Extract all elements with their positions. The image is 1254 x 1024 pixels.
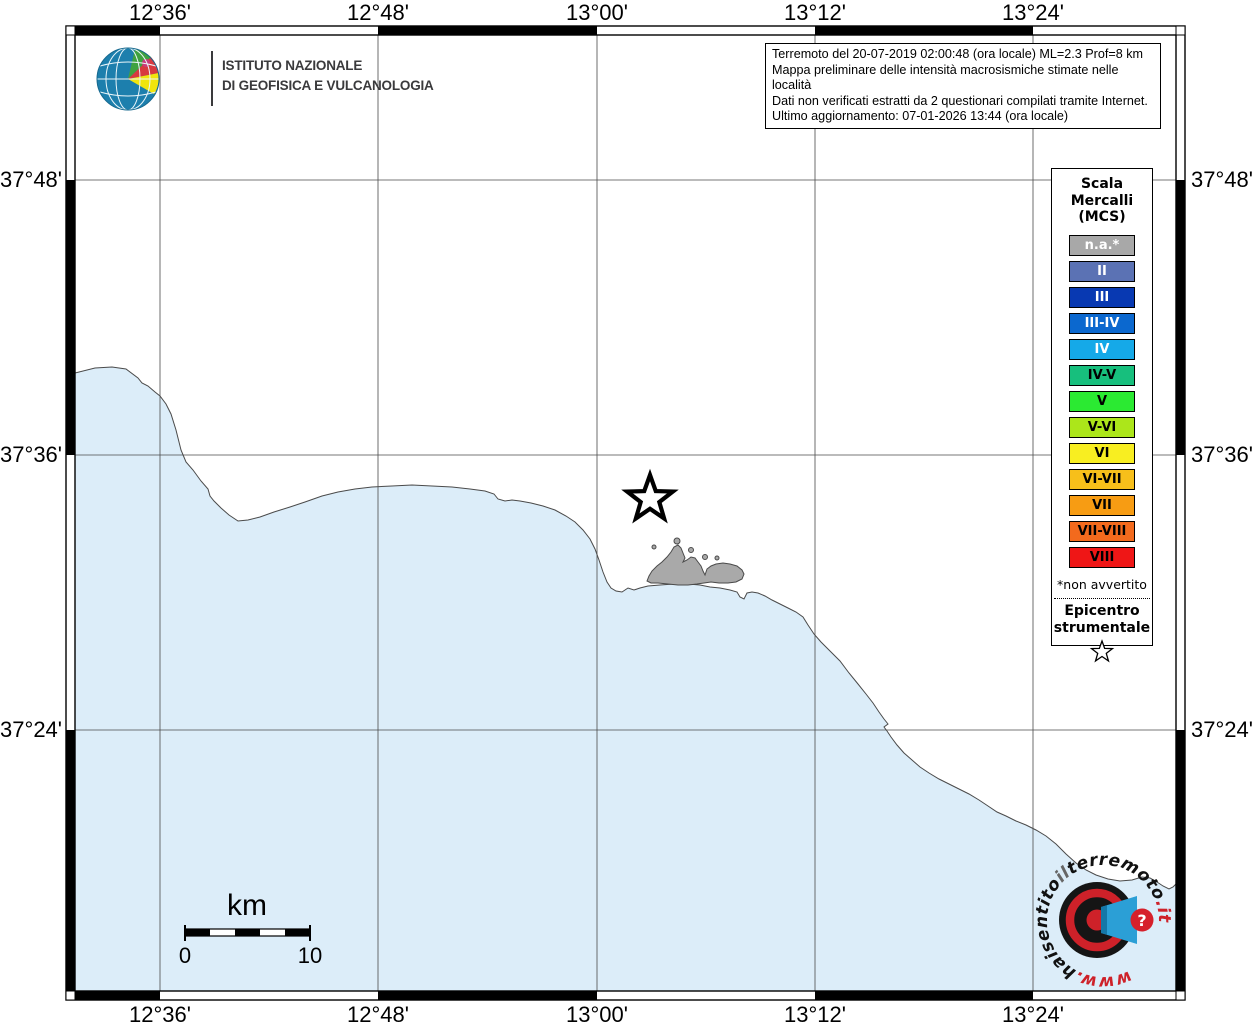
axis-label-top-0: 12°36' <box>129 0 191 25</box>
legend-epicenter-label: Epicentro strumentale <box>1052 603 1152 637</box>
legend-swatches: n.a.* II III III-IV IV IV-V V V-VI VI VI-VII VII VI… <box>1052 234 1152 568</box>
legend-swatch-ii: II <box>1069 260 1135 282</box>
legend-swatch-n-a-: n.a.* <box>1069 234 1135 256</box>
scale-bar-end: 10 <box>298 943 322 968</box>
axis-label-top-2: 13°00' <box>566 0 628 25</box>
gridlines <box>75 35 1176 991</box>
legend-footnote: *non avvertito <box>1057 576 1147 592</box>
legend-epicenter-star-icon <box>1089 638 1115 662</box>
axis-label-bottom-3: 13°12' <box>784 1002 846 1024</box>
epicenter-star-icon <box>621 468 679 524</box>
ingv-logo-divider <box>211 51 213 106</box>
intensity-legend: Scala Mercalli (MCS) n.a.* II III III-IV IV IV-… <box>1051 168 1153 662</box>
axis-label-bottom-2: 13°00' <box>566 1002 628 1024</box>
ingv-wordmark: ISTITUTO NAZIONALE DI GEOFISICA E VULCAN… <box>222 56 434 96</box>
legend-swatch-iv: IV <box>1069 338 1135 360</box>
logo-question-badge <box>1130 908 1154 932</box>
ingv-line1: ISTITUTO NAZIONALE <box>222 58 363 73</box>
legend-title-line: (MCS) <box>1078 209 1126 225</box>
axis-label-top-3: 13°12' <box>784 0 846 25</box>
info-box-line-1: Terremoto del 20-07-2019 02:00:48 (ora l… <box>772 47 1144 61</box>
scale-bar-unit: km <box>227 889 267 922</box>
scale-bar-start: 0 <box>179 943 191 968</box>
axis-label-left-1: 37°36' <box>0 442 62 467</box>
legend-swatch-vi: VI <box>1069 442 1135 464</box>
legend-swatch-vii: VII <box>1069 494 1135 516</box>
ingv-globe-icon <box>96 47 160 111</box>
map-frame <box>65 25 1186 1001</box>
legend-swatch-v: V <box>1069 390 1135 412</box>
axis-label-bottom-4: 13°24' <box>1002 1002 1064 1024</box>
legend-swatch-vi-vii: VI-VII <box>1069 468 1135 490</box>
legend-title: Scala Mercalli (MCS) <box>1052 176 1152 226</box>
legend-epicenter-line1: Epicentro <box>1064 602 1140 619</box>
axis-label-bottom-1: 12°48' <box>347 1002 409 1024</box>
legend-swatch-viii: VIII <box>1069 546 1135 568</box>
legend-swatch-iii-iv: III-IV <box>1069 312 1135 334</box>
info-box-line-3: Dati non verificati estratti da 2 questi… <box>772 93 1148 108</box>
info-box-line-2: Mappa preliminare delle intensità macros… <box>772 62 1119 93</box>
axis-label-left-2: 37°24' <box>0 717 62 742</box>
legend-swatch-iii: III <box>1069 286 1135 308</box>
legend-swatch-v-vi: V-VI <box>1069 416 1135 438</box>
axis-label-right-0: 37°48' <box>1191 167 1253 192</box>
axis-label-top-1: 12°48' <box>347 0 409 25</box>
axis-label-right-1: 37°36' <box>1191 442 1253 467</box>
axis-label-right-2: 37°24' <box>1191 717 1253 742</box>
legend-title-line: Mercalli <box>1070 192 1134 209</box>
urban-area-polygon <box>646 537 745 586</box>
legend-swatch-iv-v: IV-V <box>1069 364 1135 386</box>
scale-bar: km 0 10 <box>179 889 322 968</box>
info-box-line-4: Ultimo aggiornamento: 07-01-2026 13:44 (… <box>772 109 1069 124</box>
logo-question-mark: ? <box>1137 911 1146 930</box>
legend-epicenter-line2: strumentale <box>1053 619 1151 636</box>
axis-label-top-4: 13°24' <box>1002 0 1064 25</box>
axis-label-bottom-0: 12°36' <box>129 1002 191 1024</box>
logo-megaphone-shade <box>1101 905 1107 935</box>
earthquake-info-box: Terremoto del 20-07-2019 02:00:48 (ora l… <box>765 43 1161 129</box>
legend-divider <box>1054 597 1150 599</box>
ingv-line2: DI GEOFISICA E VULCANOLOGIA <box>222 78 434 93</box>
legend-title-line: Scala <box>1080 176 1124 192</box>
axis-label-left-0: 37°48' <box>0 167 62 192</box>
legend-swatch-vii-viii: VII-VIII <box>1069 520 1135 542</box>
sea-area <box>75 366 1176 991</box>
logo-megaphone-icon <box>1101 896 1137 944</box>
